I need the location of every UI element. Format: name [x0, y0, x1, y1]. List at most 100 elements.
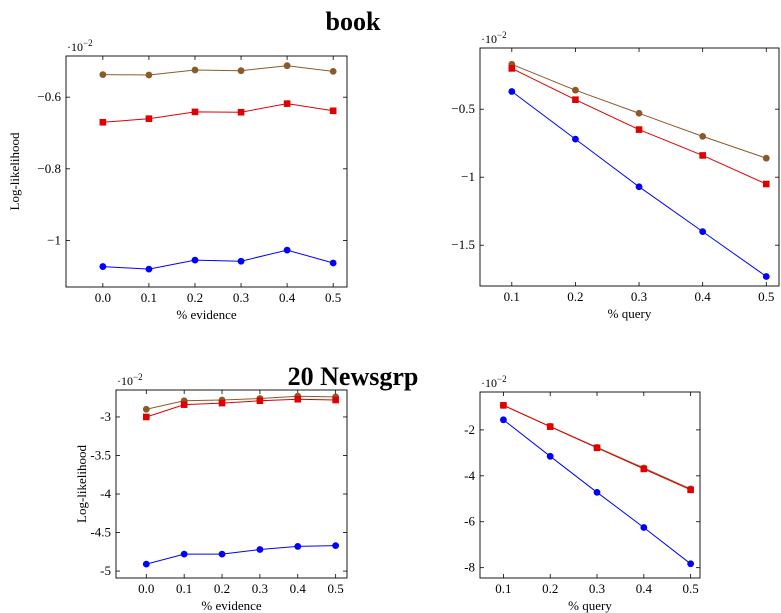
y-tick-label: -3 [100, 409, 111, 424]
x-tick-label: 0.3 [631, 289, 647, 304]
series-line-red [511, 67, 767, 185]
data-point-blue [572, 135, 579, 143]
scale-multiplier: ·10−2 [481, 374, 507, 390]
scale-exponent: −2 [133, 372, 143, 382]
y-tick-label: -4 [100, 486, 111, 501]
scale-base: ·10 [67, 40, 83, 54]
data-point-red [329, 107, 337, 115]
data-point-brown [329, 68, 337, 75]
scale-base: ·10 [481, 376, 497, 390]
y-tick-label: −0.6 [37, 89, 61, 104]
y-tick-label: -4.5 [90, 525, 111, 540]
data-point-blue [142, 560, 150, 568]
data-point-brown [283, 62, 291, 70]
chart-2: 0.1 0.2 0.3 0.4 0.5 −0.5 −1 −1.5 ·10−2 % query [451, 30, 780, 321]
data-point-blue [294, 543, 302, 550]
data-point-brown [762, 154, 770, 162]
data-point-blue [699, 228, 707, 236]
data-point-red [191, 108, 199, 116]
data-point-red [180, 401, 188, 408]
data-point-red [593, 444, 601, 452]
x-axis-label: % query [568, 598, 612, 613]
chart-3: 0.0 0.1 0.2 0.3 0.4 0.5 -3 -3.5 -4 -4.5 -5 ·10−2 % e… [74, 372, 348, 613]
y-tick-label: -3.5 [90, 447, 111, 462]
y-tick-label: −0.8 [37, 161, 61, 176]
data-point-red [508, 65, 516, 72]
data-point-red [699, 152, 706, 159]
data-point-red [218, 399, 226, 407]
y-tick-label: −1.5 [451, 237, 475, 252]
data-point-red [237, 108, 245, 116]
data-point-brown [572, 86, 579, 94]
data-point-red [256, 397, 264, 405]
data-point-brown [699, 133, 707, 140]
y-tick-label: -6 [464, 514, 475, 529]
x-tick-label: 0.4 [695, 289, 712, 304]
data-point-red [145, 115, 153, 122]
y-tick-label: −0.5 [451, 101, 475, 116]
x-tick-label: 0.5 [328, 581, 344, 596]
y-tick-label: -8 [464, 560, 475, 575]
data-point-blue [180, 550, 188, 558]
x-tick-label: 0.5 [758, 289, 774, 304]
data-point-red [640, 465, 648, 473]
x-tick-label: 0.3 [589, 581, 605, 596]
x-tick-label: 0.2 [214, 581, 230, 596]
data-point-blue [500, 416, 507, 424]
y-tick-label: -5 [100, 563, 111, 578]
data-point-brown [142, 405, 150, 413]
x-tick-label: 0.4 [290, 581, 307, 596]
data-point-blue [191, 256, 199, 264]
data-point-blue [283, 246, 291, 254]
data-point-blue [145, 265, 153, 273]
data-point-blue [218, 550, 226, 558]
scale-exponent: −2 [497, 374, 507, 384]
scale-base: ·10 [481, 32, 497, 46]
chart-1: 0.0 0.1 0.2 0.3 0.4 0.5 −0.6 −0.8 −1 ·10−2 % evide… [7, 38, 348, 322]
chart-4: 0.1 0.2 0.3 0.4 0.5 -2 -4 -6 -8 ·10−2 % query [464, 374, 701, 613]
x-tick-label: 0.0 [138, 581, 154, 596]
data-point-brown [99, 71, 107, 79]
series-line-brown [102, 65, 334, 76]
data-point-blue [99, 263, 107, 270]
x-tick-label: 0.4 [636, 581, 653, 596]
x-tick-label: 0.2 [567, 289, 583, 304]
data-point-blue [762, 273, 770, 280]
plot-frame [115, 389, 348, 579]
x-tick-label: 0.2 [187, 290, 203, 305]
x-tick-label: 0.1 [504, 289, 520, 304]
x-tick-label: 0.1 [176, 581, 192, 596]
data-point-brown [191, 66, 199, 74]
data-point-red [332, 396, 339, 404]
data-point-blue [508, 88, 516, 95]
x-tick-label: 0.3 [252, 581, 268, 596]
x-tick-label: 0.4 [279, 290, 296, 305]
data-point-brown [635, 109, 643, 117]
y-tick-label: -2 [464, 422, 475, 437]
plot-frame [65, 55, 348, 288]
y-tick-label: −1 [461, 169, 475, 184]
data-point-blue [329, 259, 337, 267]
data-point-red [687, 486, 694, 494]
x-tick-label: 0.2 [542, 581, 558, 596]
plot-frame [479, 47, 780, 287]
x-tick-label: 0.1 [141, 290, 157, 305]
scale-multiplier: ·10−2 [117, 372, 143, 388]
series-line-blue [146, 545, 336, 565]
series-line-red [146, 398, 336, 418]
data-point-blue [332, 542, 340, 550]
x-axis-label: % query [608, 306, 652, 321]
section-title-book: book [326, 7, 381, 36]
scale-multiplier: ·10−2 [481, 30, 507, 46]
plot-frame [479, 391, 701, 579]
scale-multiplier: ·10−2 [67, 38, 93, 54]
series-line-red [102, 103, 334, 123]
y-tick-label: −1 [47, 232, 61, 247]
data-point-red [635, 126, 643, 133]
data-point-blue [635, 183, 643, 191]
x-tick-label: 0.1 [495, 581, 511, 596]
data-point-red [142, 413, 150, 421]
scale-base: ·10 [117, 374, 133, 388]
scale-exponent: −2 [83, 38, 93, 48]
